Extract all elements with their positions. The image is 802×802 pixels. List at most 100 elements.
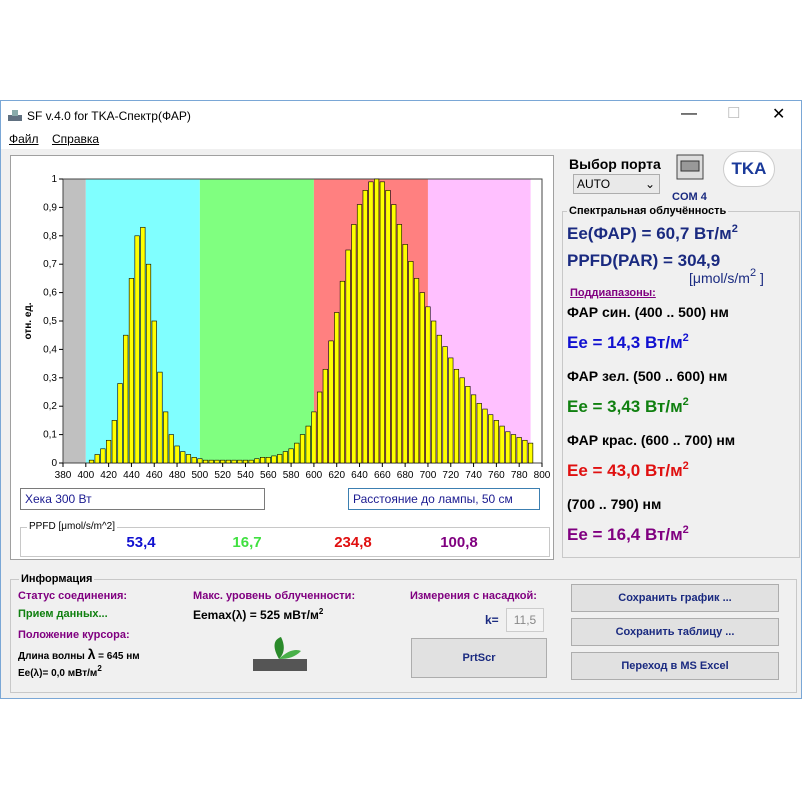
range-value: Ee = 43,0 Вт/м2 xyxy=(567,460,689,481)
sup: 2 xyxy=(731,223,738,235)
spectrum-bar xyxy=(311,411,317,464)
value: Ee = 43,0 Вт/м xyxy=(567,461,683,480)
x-tick-label: 680 xyxy=(397,470,414,481)
device-icon xyxy=(253,637,307,671)
spectrum-bar xyxy=(237,459,243,464)
spectrum-bar xyxy=(334,312,340,464)
spectrum-bar xyxy=(396,224,403,464)
spectrum-bar xyxy=(174,445,180,464)
total-irradiance: Ee(ФАР) = 60,7 Вт/м2 xyxy=(567,223,738,244)
y-tick-label: 0,8 xyxy=(43,231,57,242)
y-tick-label: 0 xyxy=(51,458,57,469)
spectrum-bar xyxy=(391,204,397,464)
spectrum-bar xyxy=(419,292,425,464)
prtscr-button[interactable]: PrtScr xyxy=(411,638,547,678)
spectrum-bar xyxy=(482,408,488,464)
cursor-ee: Ee(λ)= 0,0 мВт/м2 xyxy=(18,664,102,679)
spectrum-bar xyxy=(191,457,197,464)
y-tick-label: 0,3 xyxy=(43,373,57,384)
title-bar: SF v.4.0 for TKA-Спектр(ФАР) — ☐ ✕ xyxy=(1,101,801,131)
minimize-button[interactable]: — xyxy=(681,105,697,122)
label: Длина волны xyxy=(18,651,85,662)
spectrum-bar xyxy=(294,442,300,464)
spectrum-bar xyxy=(202,459,209,464)
status: Прием данных... xyxy=(18,608,108,620)
k-input[interactable]: 11,5 xyxy=(506,608,544,632)
cursor-wavelength: Длина волны λ = 645 нм xyxy=(18,646,140,662)
save-chart-button[interactable]: Сохранить график ... xyxy=(571,584,779,612)
value: Ee(ФАР) = 60,7 Вт/м xyxy=(567,224,732,243)
spectrum-bar xyxy=(277,454,283,464)
spectrum-bar xyxy=(476,403,482,464)
symbol: λ xyxy=(87,646,96,662)
x-tick-label: 400 xyxy=(77,470,94,481)
lamp-input[interactable]: Хека 300 Вт xyxy=(20,488,265,510)
spectrum-bar xyxy=(134,235,140,464)
spectrum-bar xyxy=(117,383,123,464)
spectrum-bar xyxy=(88,459,95,464)
spectrum-bar xyxy=(111,420,117,464)
x-tick-label: 440 xyxy=(123,470,140,481)
x-tick-label: 720 xyxy=(442,470,459,481)
x-tick-label: 560 xyxy=(260,470,277,481)
max-value: Eemax(λ) = 525 мВт/м2 xyxy=(193,607,323,622)
x-tick-label: 800 xyxy=(534,470,551,481)
spectrum-bar xyxy=(208,459,214,464)
spectrum-bar xyxy=(431,320,437,464)
spectrum-bar xyxy=(402,244,408,464)
x-tick-label: 380 xyxy=(55,470,72,481)
value: Ee = 16,4 Вт/м xyxy=(567,525,683,544)
close-button[interactable]: ✕ xyxy=(772,106,786,123)
y-tick-label: 0,9 xyxy=(43,202,57,213)
ppfd-unit: [μmol/s/m2 ] xyxy=(689,267,764,286)
menu-bar: Файл Справка xyxy=(1,131,801,149)
info-group xyxy=(10,579,797,693)
spectrum-bar xyxy=(231,459,237,464)
spectrum-bar xyxy=(328,340,334,464)
spectrum-bar xyxy=(271,455,277,464)
spectrum-bar xyxy=(145,263,152,464)
x-tick-label: 480 xyxy=(169,470,186,481)
y-axis-label: отн. ед. xyxy=(23,302,34,339)
spectrum-bar xyxy=(260,457,266,464)
spectrum-bar xyxy=(510,434,517,464)
sup: 2 xyxy=(682,460,689,472)
spectrum-bar xyxy=(522,439,528,464)
range-label: ФАР зел. (500 .. 600) нм xyxy=(567,368,728,384)
spectrum-bar xyxy=(168,434,174,464)
ppfd-value: 234,8 xyxy=(334,534,372,551)
x-tick-label: 420 xyxy=(100,470,117,481)
spectrum-bar xyxy=(379,181,385,464)
value: = 645 нм xyxy=(98,651,140,662)
spectrum-bar xyxy=(374,178,380,464)
spectrum-bar xyxy=(305,425,311,464)
range-value: Ee = 3,43 Вт/м2 xyxy=(567,396,689,417)
spectrum-bar xyxy=(493,420,499,464)
spectrum-bar xyxy=(180,451,186,464)
value: Ee = 3,43 Вт/м xyxy=(567,397,683,416)
port-select[interactable]: AUTO ⌄ xyxy=(573,174,660,194)
logo: TKA xyxy=(723,151,775,187)
wavelength-band xyxy=(63,179,86,463)
spectrum-bar xyxy=(356,204,363,464)
ppfd-value: 100,8 xyxy=(440,534,478,551)
x-tick-label: 780 xyxy=(511,470,528,481)
maximize-button[interactable]: ☐ xyxy=(727,105,741,122)
spectrum-bar xyxy=(242,459,249,464)
spectrum-bar xyxy=(214,459,220,464)
range-value: Ee = 14,3 Вт/м2 xyxy=(567,332,689,353)
spectrum-bar xyxy=(157,371,163,464)
y-tick-label: 0,1 xyxy=(43,430,57,441)
sup: 2 xyxy=(318,607,324,616)
sup: 2 xyxy=(682,524,689,536)
spectrum-bar xyxy=(453,368,460,464)
spectrum-bar xyxy=(140,226,146,464)
menu-item[interactable]: Файл xyxy=(9,132,39,146)
ppfd-value: 53,4 xyxy=(126,534,156,551)
distance-input[interactable]: Расстояние до лампы, 50 см xyxy=(348,488,540,510)
save-table-button[interactable]: Сохранить таблицу ... xyxy=(571,618,779,646)
spectrum-bar xyxy=(299,434,306,464)
excel-button[interactable]: Переход в MS Excel xyxy=(571,652,779,680)
menu-item[interactable]: Справка xyxy=(52,132,100,146)
